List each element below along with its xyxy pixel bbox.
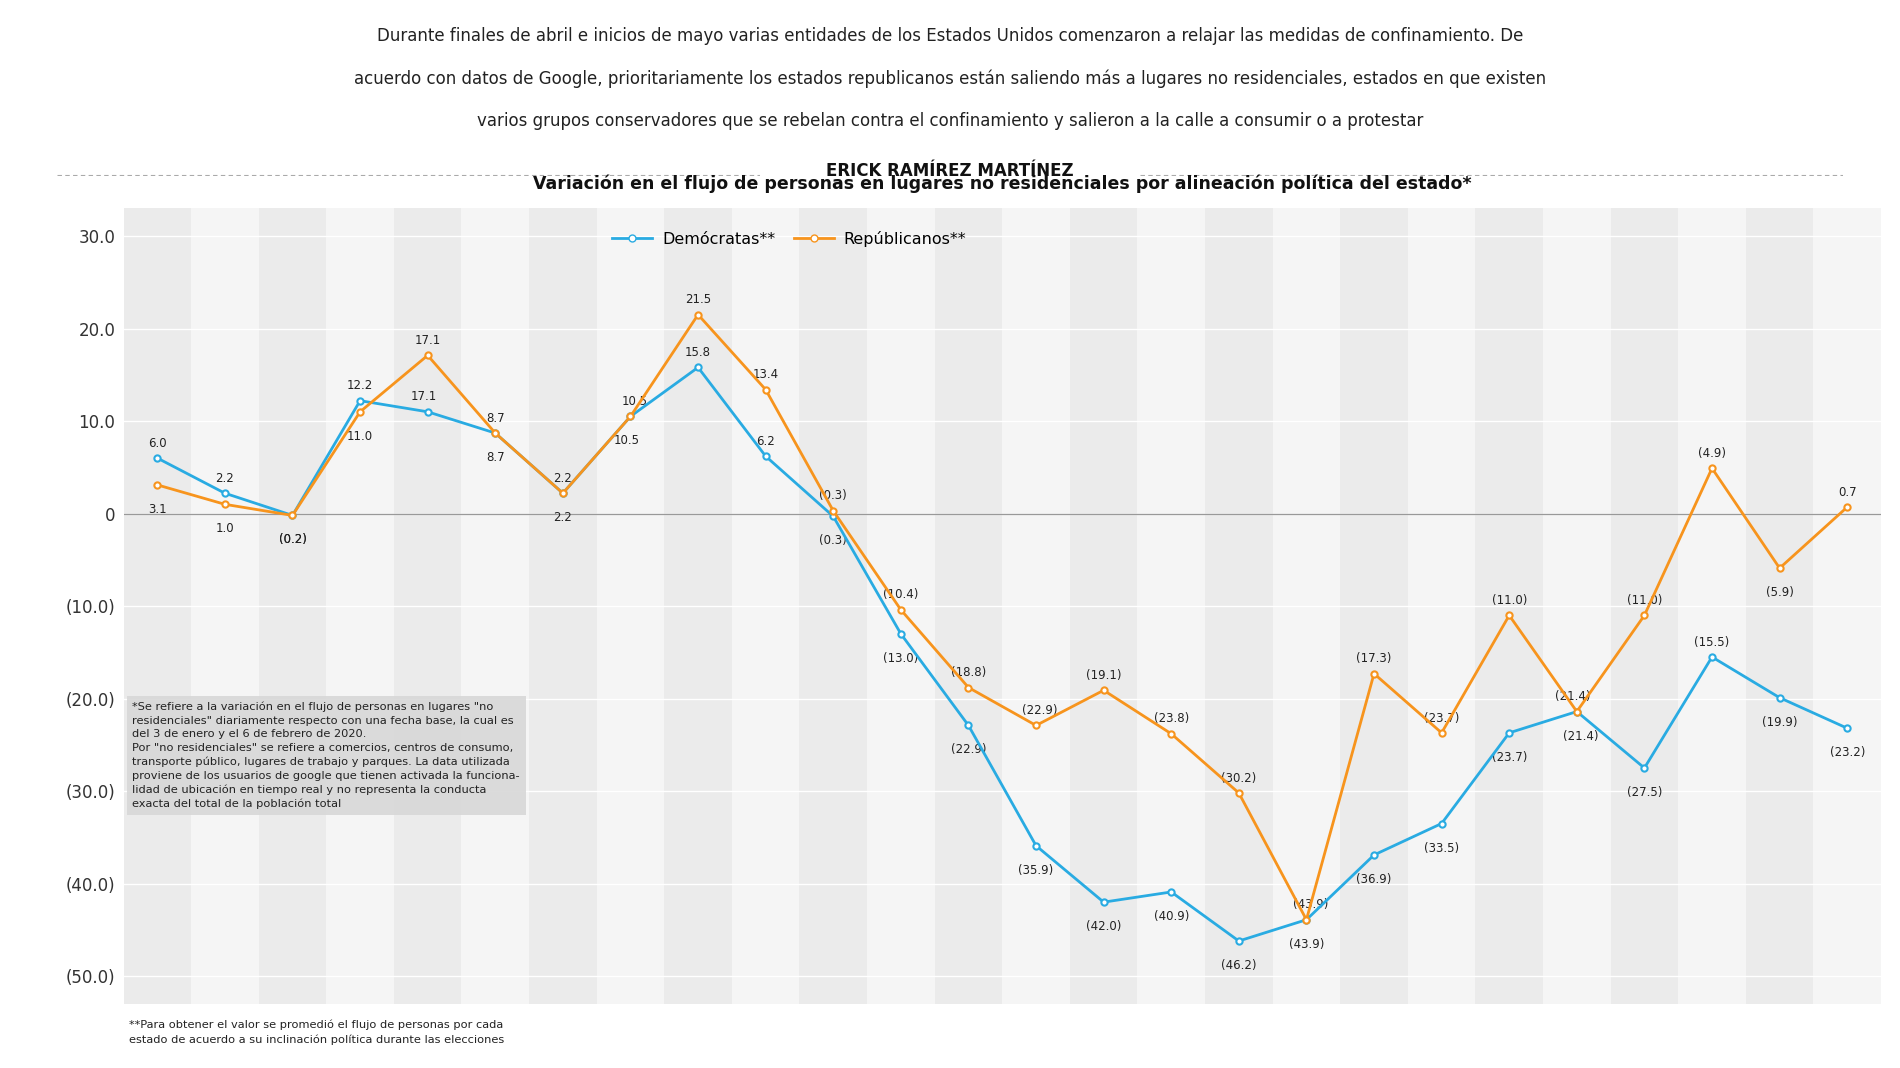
Text: 8.7: 8.7	[486, 412, 505, 425]
Text: (22.9): (22.9)	[1022, 704, 1058, 717]
Text: 13.4: 13.4	[752, 368, 779, 381]
Bar	[1070, 208, 1138, 1004]
Bar	[1003, 208, 1070, 1004]
Bar	[800, 208, 866, 1004]
Text: (13.0): (13.0)	[884, 651, 918, 665]
Text: (46.2): (46.2)	[1222, 959, 1256, 972]
Text: (10.4): (10.4)	[884, 588, 918, 601]
Text: (33.5): (33.5)	[1425, 842, 1459, 854]
Text: (40.9): (40.9)	[1153, 910, 1189, 923]
Text: *Se refiere a la variación en el flujo de personas en lugares "no
residenciales": *Se refiere a la variación en el flujo d…	[133, 702, 521, 810]
Title: Variación en el flujo de personas en lugares no residenciales por alineación pol: Variación en el flujo de personas en lug…	[532, 174, 1472, 193]
Text: 21.5: 21.5	[686, 294, 711, 307]
Bar	[124, 208, 192, 1004]
Text: (23.7): (23.7)	[1492, 751, 1528, 764]
Bar	[1476, 208, 1543, 1004]
Text: Durante finales de abril e inicios de mayo varias entidades de los Estados Unido: Durante finales de abril e inicios de ma…	[376, 27, 1524, 45]
Text: 3.1: 3.1	[148, 503, 167, 516]
Bar	[1273, 208, 1339, 1004]
Bar	[327, 208, 393, 1004]
Text: 2.2: 2.2	[553, 472, 572, 485]
Text: (23.7): (23.7)	[1423, 711, 1459, 724]
Text: (0.3): (0.3)	[819, 489, 847, 502]
Text: 2.2: 2.2	[553, 512, 572, 524]
Text: (19.9): (19.9)	[1761, 716, 1797, 728]
Bar	[1205, 208, 1273, 1004]
Text: (35.9): (35.9)	[1018, 864, 1055, 877]
Text: 15.8: 15.8	[686, 346, 711, 359]
Bar	[1543, 208, 1611, 1004]
Text: 17.1: 17.1	[410, 391, 437, 404]
Bar	[597, 208, 665, 1004]
Text: (4.9): (4.9)	[1699, 446, 1725, 460]
Text: (19.1): (19.1)	[1087, 669, 1121, 682]
Text: 12.2: 12.2	[348, 379, 372, 392]
Bar	[665, 208, 732, 1004]
Text: 2.2: 2.2	[215, 472, 234, 485]
Text: (21.4): (21.4)	[1564, 729, 1598, 742]
Text: (5.9): (5.9)	[1765, 586, 1794, 599]
Bar	[1340, 208, 1408, 1004]
Bar	[1138, 208, 1205, 1004]
Bar	[1678, 208, 1746, 1004]
Bar	[258, 208, 327, 1004]
Text: 1.0: 1.0	[215, 522, 234, 535]
Text: 11.0: 11.0	[348, 429, 372, 443]
Text: (42.0): (42.0)	[1087, 921, 1121, 933]
Bar	[866, 208, 935, 1004]
Text: ERICK RAMÍREZ MARTÍNEZ: ERICK RAMÍREZ MARTÍNEZ	[826, 162, 1074, 179]
Text: (0.3): (0.3)	[819, 534, 847, 548]
Text: 8.7: 8.7	[486, 451, 505, 465]
Text: (43.9): (43.9)	[1288, 938, 1324, 951]
Bar	[192, 208, 258, 1004]
Bar	[462, 208, 528, 1004]
Text: 0.7: 0.7	[1837, 486, 1856, 499]
Text: (36.9): (36.9)	[1357, 873, 1391, 886]
Text: varios grupos conservadores que se rebelan contra el confinamiento y salieron a : varios grupos conservadores que se rebel…	[477, 112, 1423, 130]
Bar	[1813, 208, 1881, 1004]
Bar	[1611, 208, 1678, 1004]
Text: (11.0): (11.0)	[1492, 594, 1528, 607]
Text: 10.5: 10.5	[621, 395, 648, 408]
Text: (43.9): (43.9)	[1292, 898, 1328, 911]
Bar	[935, 208, 1003, 1004]
Text: (0.2): (0.2)	[279, 534, 306, 547]
Text: (11.0): (11.0)	[1626, 594, 1662, 607]
Text: (0.2): (0.2)	[279, 534, 306, 547]
Text: 6.0: 6.0	[148, 437, 167, 450]
Text: (18.8): (18.8)	[950, 666, 986, 679]
Bar	[1408, 208, 1476, 1004]
Text: (15.5): (15.5)	[1695, 635, 1729, 648]
Text: **Para obtener el valor se promedió el flujo de personas por cada
estado de acue: **Para obtener el valor se promedió el f…	[129, 1020, 505, 1045]
Bar	[393, 208, 462, 1004]
Bar	[1746, 208, 1813, 1004]
Text: (23.8): (23.8)	[1153, 712, 1189, 725]
Text: (30.2): (30.2)	[1222, 772, 1256, 785]
Bar	[732, 208, 800, 1004]
Text: 10.5: 10.5	[614, 435, 638, 447]
Legend: Demócratas**, Repúblicanos**: Demócratas**, Repúblicanos**	[606, 224, 973, 253]
Text: 6.2: 6.2	[756, 435, 775, 447]
Text: (21.4): (21.4)	[1554, 690, 1590, 703]
Bar	[528, 208, 597, 1004]
Text: (17.3): (17.3)	[1357, 653, 1391, 665]
Text: (27.5): (27.5)	[1626, 786, 1662, 799]
Text: acuerdo con datos de Google, prioritariamente los estados republicanos están sal: acuerdo con datos de Google, prioritaria…	[353, 69, 1547, 88]
Text: (22.9): (22.9)	[950, 743, 986, 756]
Text: (23.2): (23.2)	[1830, 747, 1866, 759]
Text: 17.1: 17.1	[414, 334, 441, 347]
